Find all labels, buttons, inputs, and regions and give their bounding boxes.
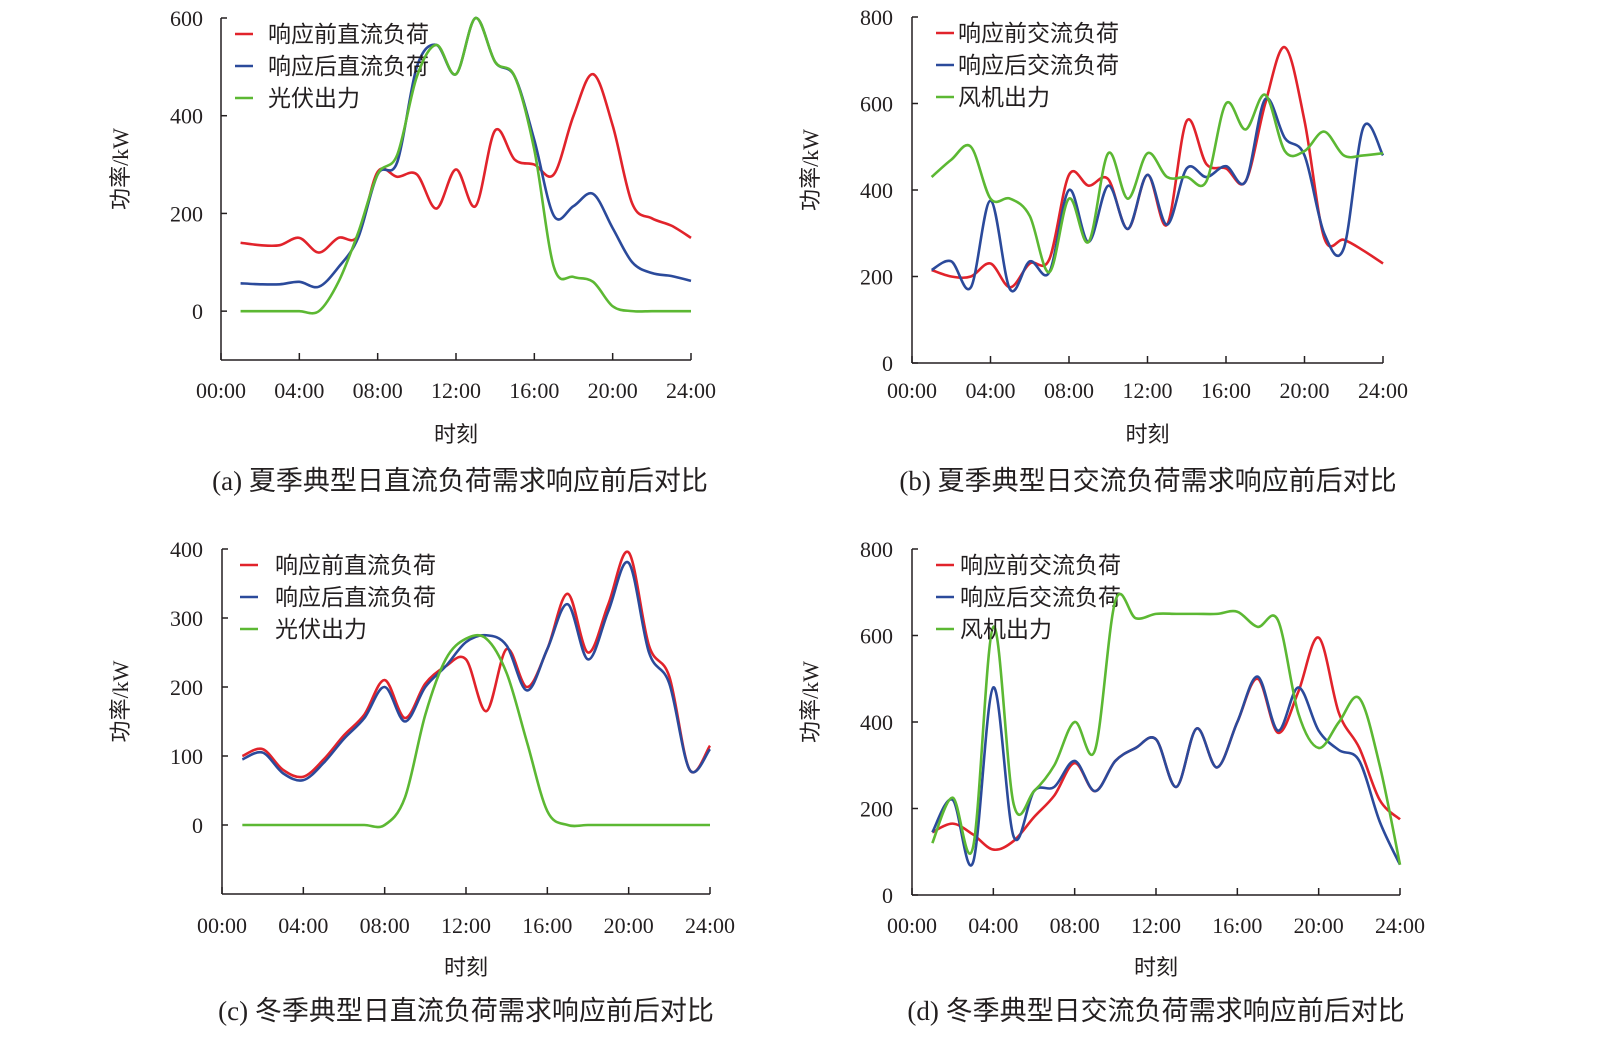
legend-label: 光伏出力 <box>268 86 360 111</box>
y-tick-label: 600 <box>170 6 203 31</box>
x-tick-label: 24:00 <box>1358 378 1408 403</box>
x-tick-label: 00:00 <box>887 378 937 403</box>
legend-label: 风机出力 <box>958 85 1050 110</box>
x-tick-label: 12:00 <box>431 378 481 403</box>
chart-panel-a: 0 200 400 600 00:00 04:00 08:00 12:00 16:00 20:00… <box>108 6 716 496</box>
legend-label: 响应前直流负荷 <box>268 22 429 47</box>
x-tick-label: 20:00 <box>604 913 654 938</box>
x-axis-title: 时刻 <box>444 955 488 980</box>
x-tick-label: 16:00 <box>522 913 572 938</box>
legend-label: 响应前直流负荷 <box>275 553 436 578</box>
x-tick-label: 24:00 <box>1375 913 1425 938</box>
y-tick-label: 0 <box>882 351 893 376</box>
y-tick-label: 400 <box>170 537 203 562</box>
chart-caption: (d) 冬季典型日交流负荷需求响应前后对比 <box>907 996 1404 1026</box>
series-line-after <box>930 97 1385 293</box>
chart-panel-b: 0 200 400 600 800 00:00 04:00 08:00 12:00 16:00 20… <box>798 5 1408 496</box>
series-line-source <box>240 16 691 315</box>
x-tick-label: 24:00 <box>666 378 716 403</box>
x-tick-label: 12:00 <box>441 913 491 938</box>
series-line-source <box>930 93 1384 274</box>
chart-caption: (c) 冬季典型日直流负荷需求响应前后对比 <box>218 996 714 1026</box>
series-line-after <box>241 560 712 782</box>
x-tick-label: 16:00 <box>509 378 559 403</box>
legend-label: 响应后交流负荷 <box>958 53 1119 78</box>
x-tick-label: 08:00 <box>1044 378 1094 403</box>
x-axis-title: 时刻 <box>1125 422 1169 447</box>
x-tick-label: 12:00 <box>1122 378 1172 403</box>
chart-panel-d: 0 200 400 600 800 00:00 04:00 08:00 12:00 16:00 20… <box>798 537 1425 1026</box>
y-tick-label: 200 <box>860 265 893 290</box>
y-axis-title: 功率/kW <box>798 661 823 743</box>
x-tick-label: 20:00 <box>588 378 638 403</box>
y-tick-label: 800 <box>860 537 893 562</box>
chart-panel-c: 0 100 200 300 400 00:00 04:00 08:00 12:00 16:00 20… <box>108 537 735 1026</box>
x-tick-label: 16:00 <box>1212 913 1262 938</box>
series-line-before <box>241 550 712 779</box>
y-tick-label: 200 <box>860 797 893 822</box>
legend-label: 风机出力 <box>960 617 1052 642</box>
y-tick-label: 300 <box>170 606 203 631</box>
chart-caption: (b) 夏季典型日交流负荷需求响应前后对比 <box>899 466 1396 496</box>
legend-label: 响应后直流负荷 <box>268 54 429 79</box>
legend-label: 响应前交流负荷 <box>958 21 1119 46</box>
x-tick-label: 04:00 <box>278 913 328 938</box>
series-line-source <box>242 633 710 829</box>
y-tick-label: 100 <box>170 744 203 769</box>
x-tick-label: 24:00 <box>685 913 735 938</box>
chart-caption: (a) 夏季典型日直流负荷需求响应前后对比 <box>212 466 708 496</box>
legend-label: 光伏出力 <box>275 617 367 642</box>
series-line-before <box>240 72 692 254</box>
y-axis-title: 功率/kW <box>108 660 133 742</box>
y-tick-label: 400 <box>170 104 203 129</box>
x-tick-label: 08:00 <box>353 378 403 403</box>
x-tick-label: 20:00 <box>1294 913 1344 938</box>
x-axis-title: 时刻 <box>434 422 478 447</box>
series-line-before <box>931 45 1384 289</box>
x-tick-label: 16:00 <box>1201 378 1251 403</box>
x-tick-label: 12:00 <box>1131 913 1181 938</box>
x-tick-label: 04:00 <box>968 913 1018 938</box>
y-tick-label: 800 <box>860 5 893 30</box>
x-tick-label: 08:00 <box>360 913 410 938</box>
y-tick-label: 600 <box>860 624 893 649</box>
x-tick-label: 04:00 <box>965 378 1015 403</box>
legend-label: 响应后直流负荷 <box>275 585 436 610</box>
x-axis-title: 时刻 <box>1134 955 1178 980</box>
y-axis-title: 功率/kW <box>798 129 823 211</box>
x-tick-label: 04:00 <box>274 378 324 403</box>
x-tick-label: 00:00 <box>887 913 937 938</box>
series-line-source <box>931 592 1402 865</box>
legend-label: 响应前交流负荷 <box>960 553 1121 578</box>
series-line-after <box>931 675 1402 867</box>
x-tick-label: 00:00 <box>196 378 246 403</box>
y-axis-title: 功率/kW <box>108 128 133 210</box>
y-tick-label: 600 <box>860 92 893 117</box>
y-tick-label: 200 <box>170 201 203 226</box>
x-tick-label: 20:00 <box>1279 378 1329 403</box>
y-tick-label: 400 <box>860 710 893 735</box>
legend-label: 响应后交流负荷 <box>960 585 1121 610</box>
y-tick-label: 0 <box>192 299 203 324</box>
y-tick-label: 200 <box>170 675 203 700</box>
y-tick-label: 0 <box>192 813 203 838</box>
y-tick-label: 400 <box>860 178 893 203</box>
x-tick-label: 08:00 <box>1050 913 1100 938</box>
y-tick-label: 0 <box>882 883 893 908</box>
x-tick-label: 00:00 <box>197 913 247 938</box>
